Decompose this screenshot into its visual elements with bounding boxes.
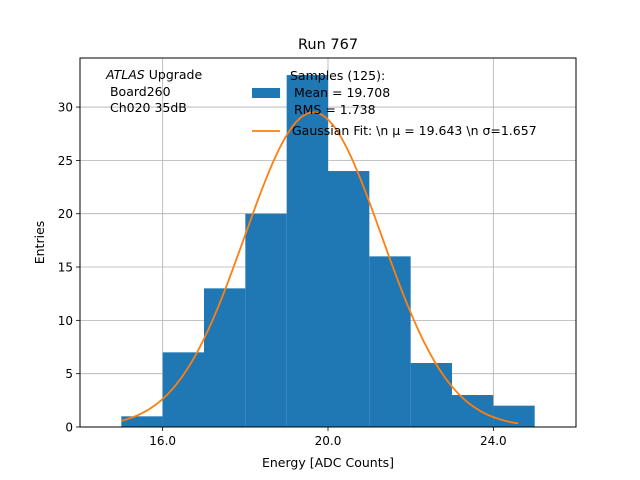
x-tick-label: 16.0	[149, 434, 176, 448]
legend: Samples (125): Mean = 19.708 RMS = 1.738…	[252, 68, 537, 138]
atlas-annotation: ATLAS Upgrade Board260 Ch020 35dB	[105, 67, 202, 115]
histogram-bar	[493, 405, 535, 427]
legend-samples-title: Samples (125):	[290, 68, 385, 83]
histogram-bar	[452, 395, 494, 427]
histogram-bar	[369, 256, 411, 427]
legend-samples-mean: Mean = 19.708	[290, 85, 390, 100]
y-tick-label: 5	[65, 367, 73, 381]
y-tick-label: 0	[65, 421, 73, 435]
annotation-channel: Ch020 35dB	[106, 100, 187, 115]
atlas-label: ATLAS	[105, 67, 145, 82]
annotation-board: Board260	[106, 84, 171, 99]
histogram-bar	[410, 363, 452, 427]
histogram-bar	[162, 352, 204, 427]
y-tick-label: 20	[58, 207, 73, 221]
histogram-bar	[204, 288, 246, 427]
x-tick-label: 24.0	[480, 434, 507, 448]
x-axis-label: Energy [ADC Counts]	[262, 455, 394, 470]
histogram-bar	[245, 213, 287, 427]
upgrade-label: Upgrade	[149, 67, 203, 82]
histogram-bar	[121, 416, 163, 427]
y-tick-label: 25	[58, 154, 73, 168]
y-tick-label: 15	[58, 261, 73, 275]
y-axis-label: Entries	[32, 221, 47, 265]
histogram-bar	[286, 75, 328, 427]
histogram-bars	[121, 75, 535, 427]
axis-ticks: 16.0 20.0 24.0 0 5 10 15 20 25 30	[58, 101, 507, 448]
legend-fit-label: Gaussian Fit: \n μ = 19.643 \n σ=1.657	[292, 123, 537, 138]
legend-samples-rms: RMS = 1.738	[290, 102, 376, 117]
x-tick-label: 20.0	[315, 434, 342, 448]
y-tick-label: 30	[58, 101, 73, 115]
gaussian-fit-curve	[121, 111, 519, 425]
annotation-line-1: ATLAS Upgrade	[105, 67, 202, 82]
chart-title: Run 767	[298, 37, 358, 53]
legend-samples-patch	[252, 88, 280, 98]
y-tick-label: 10	[58, 314, 73, 328]
histogram-bar	[328, 171, 370, 427]
